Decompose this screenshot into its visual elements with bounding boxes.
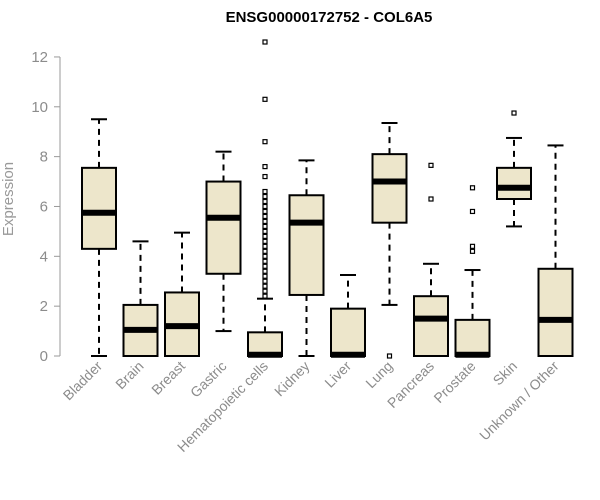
box-bladder [81,118,117,357]
outlier-point [262,96,268,102]
box-iqr [288,194,325,296]
outlier-point [469,208,476,215]
outlier-point [262,139,268,145]
outlier-point [262,233,268,239]
y-axis-label: Expression [0,162,17,236]
outlier-point [262,223,268,230]
y-tick-label: 12 [31,49,48,66]
box-pancreas [413,162,449,358]
outlier-point [262,288,268,294]
outlier-point [262,39,268,45]
y-tick-label: 2 [40,298,48,315]
x-category-label: Kidney [271,358,313,400]
outlier-point [262,164,268,170]
outlier-point [262,193,268,200]
outlier-point [262,263,268,269]
outlier-point [262,293,268,299]
outlier-point [262,273,268,279]
box-liver [330,274,366,358]
outlier-point [262,243,268,249]
outlier-point [262,238,268,244]
x-category-label: Breast [148,358,188,398]
outlier-point [262,188,268,195]
y-tick-label: 8 [40,149,48,166]
outlier-point [428,196,434,202]
outlier-point [262,228,268,234]
outlier-point [262,173,268,180]
outlier-point [469,185,476,191]
box-prostate [454,185,491,358]
box-iqr [413,295,449,358]
y-tick-label: 10 [31,99,48,116]
box-hematopoietic-cells [247,39,283,358]
x-category-label: Prostate [430,358,478,406]
outlier-point [262,258,268,264]
outlier-point [469,248,476,254]
y-axis: 0 2 4 6 8 10 12 [31,49,61,365]
y-tick-label: 4 [40,248,48,265]
outlier-point [262,203,268,210]
box-breast [164,231,200,358]
outlier-point [262,218,268,225]
x-category-label: Unknown / Other [476,358,562,444]
boxes-group [81,39,574,359]
x-category-label: Brain [112,358,146,392]
outlier-point [262,213,268,220]
outlier-point [469,243,476,249]
chart-title: ENSG00000172752 - COL6A5 [226,9,433,26]
outlier-point [511,110,517,116]
outlier-point [262,283,268,289]
box-brain [122,240,159,357]
box-iqr [81,166,117,250]
x-category-label: Bladder [60,358,106,404]
y-tick-label: 0 [40,348,48,365]
outlier-point [262,208,268,215]
outlier-point [428,162,434,168]
outlier-point [262,268,268,274]
box-skin [496,110,532,228]
box-iqr [454,318,491,358]
box-iqr [330,307,366,357]
x-category-label: Liver [321,358,354,391]
outlier-point [262,278,268,284]
box-iqr [537,267,574,357]
box-iqr [205,180,242,275]
box-gastric [205,150,242,333]
y-tick-label: 6 [40,198,48,215]
outlier-point [386,353,393,359]
x-category-label: Skin [490,358,521,389]
outlier-point [262,248,268,254]
outlier-point [262,253,268,259]
outlier-point [262,198,268,205]
box-unknown-other [537,144,574,357]
box-lung [371,121,408,359]
x-category-label: Lung [362,358,395,391]
box-kidney [288,159,325,357]
box-iqr [496,166,532,201]
box-iqr [371,153,408,224]
